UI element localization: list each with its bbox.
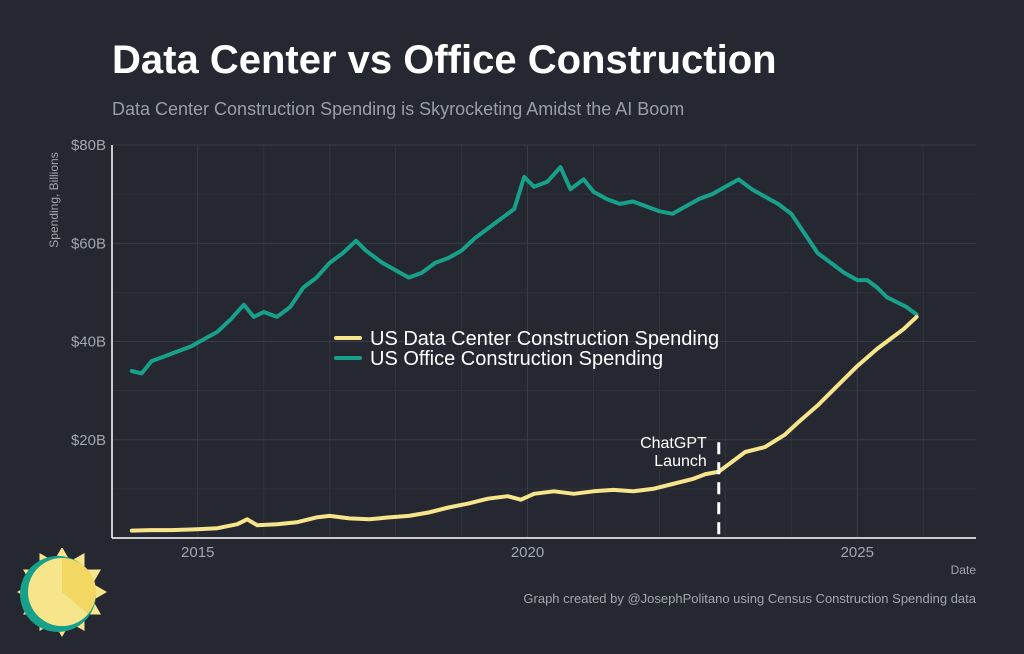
x-tick-label: 2025	[841, 544, 874, 561]
sun-ray	[72, 553, 85, 567]
y-tick-label: $80B	[71, 137, 106, 154]
tick-labels: $20B $40B $60B $80B 2015 2020 2025	[71, 137, 874, 561]
sun-logo-icon	[17, 548, 107, 637]
chart-title: Data Center vs Office Construction	[112, 38, 777, 82]
x-tick-label: 2015	[181, 544, 214, 561]
y-axis-label: Spending, Billions	[47, 152, 61, 247]
x-axis-label: Date	[951, 563, 977, 577]
source-caption: Graph created by @JosephPolitano using C…	[523, 591, 976, 606]
y-tick-label: $20B	[71, 432, 106, 449]
y-tick-label: $60B	[71, 235, 106, 252]
series-layer	[129, 165, 919, 533]
legend-label: US Data Center Construction Spending	[370, 328, 719, 350]
sun-ray	[87, 569, 101, 582]
sun-ray	[95, 585, 107, 599]
axes	[111, 145, 976, 539]
annotation-label-line: Launch	[654, 453, 707, 470]
y-tick-label: $40B	[71, 334, 106, 351]
annotation-label-line: ChatGPT	[640, 435, 707, 452]
major-gridlines	[112, 144, 976, 538]
legend-label: US Office Construction Spending	[370, 348, 663, 370]
series-line-1	[129, 165, 919, 376]
chart-subtitle: Data Center Construction Spending is Sky…	[112, 99, 685, 119]
series-line-0	[129, 314, 919, 533]
x-tick-label: 2020	[511, 544, 544, 561]
